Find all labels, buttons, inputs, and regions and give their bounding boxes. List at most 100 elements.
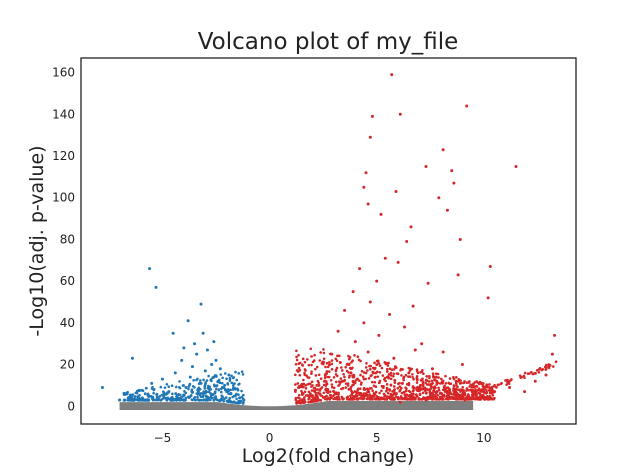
upregulated-point bbox=[428, 390, 432, 394]
upregulated-point bbox=[480, 381, 484, 385]
downregulated-point bbox=[183, 393, 186, 397]
upregulated-point bbox=[392, 390, 396, 394]
upregulated-point bbox=[372, 394, 376, 398]
downregulated-point bbox=[188, 383, 191, 387]
upregulated-point bbox=[433, 378, 436, 382]
upregulated-point bbox=[458, 396, 462, 400]
downregulated-point bbox=[213, 397, 217, 400]
downregulated-point bbox=[206, 397, 210, 401]
upregulated-point bbox=[403, 396, 407, 400]
upregulated-point bbox=[444, 374, 447, 378]
downregulated-point bbox=[231, 384, 235, 387]
upregulated-point bbox=[397, 396, 400, 399]
downregulated-point bbox=[203, 369, 207, 373]
upregulated-point bbox=[455, 376, 458, 379]
downregulated-point bbox=[196, 395, 199, 399]
upregulated-point bbox=[418, 392, 422, 396]
upregulated-point bbox=[438, 396, 442, 399]
downregulated-point bbox=[100, 386, 104, 389]
upregulated-point bbox=[392, 385, 396, 388]
upregulated-point bbox=[496, 383, 500, 387]
upregulated-point bbox=[493, 390, 497, 394]
x-tick-label: 10 bbox=[476, 431, 491, 445]
upregulated-point bbox=[298, 368, 302, 372]
upregulated-point bbox=[336, 374, 339, 378]
downregulated-point bbox=[162, 393, 166, 396]
upregulated-point bbox=[362, 386, 366, 390]
upregulated-point bbox=[346, 382, 350, 385]
upregulated-point bbox=[343, 375, 346, 379]
upregulated-point bbox=[436, 389, 439, 393]
downregulated-point bbox=[240, 370, 244, 374]
upregulated-point bbox=[295, 401, 299, 405]
downregulated-point bbox=[132, 399, 136, 402]
upregulated-point bbox=[355, 377, 359, 381]
upregulated-point bbox=[518, 374, 522, 377]
upregulated-point bbox=[438, 382, 442, 385]
upregulated-point bbox=[398, 388, 402, 392]
upregulated-point bbox=[454, 396, 458, 399]
downregulated-point bbox=[146, 399, 150, 402]
downregulated-point bbox=[160, 398, 164, 401]
upregulated-point bbox=[393, 381, 397, 384]
downregulated-point bbox=[229, 392, 233, 396]
upregulated-point bbox=[383, 395, 386, 398]
upregulated-point bbox=[375, 397, 379, 401]
upregulated-point bbox=[318, 389, 322, 392]
y-tick-label: 60 bbox=[60, 274, 75, 288]
upregulated-point bbox=[362, 371, 366, 374]
y-tick-label: 160 bbox=[52, 66, 75, 80]
upregulated-point bbox=[322, 362, 325, 366]
downregulated-point bbox=[235, 378, 239, 382]
downregulated-point bbox=[235, 401, 238, 405]
downregulated-point bbox=[183, 399, 187, 402]
upregulated-point bbox=[378, 370, 382, 374]
upregulated-point bbox=[537, 370, 541, 374]
upregulated-point bbox=[432, 386, 436, 390]
downregulated-point bbox=[126, 390, 129, 394]
downregulated-point bbox=[123, 398, 127, 402]
upregulated-point bbox=[355, 391, 358, 394]
upregulated-point bbox=[406, 397, 409, 401]
x-axis-label: Log2(fold change) bbox=[242, 445, 414, 467]
downregulated-point bbox=[237, 383, 240, 386]
downregulated-point bbox=[174, 392, 177, 396]
upregulated-point bbox=[378, 379, 382, 383]
upregulated-point bbox=[543, 365, 547, 369]
upregulated-point bbox=[385, 386, 389, 390]
upregulated-point bbox=[368, 395, 372, 399]
upregulated-point bbox=[385, 383, 389, 386]
downregulated-point bbox=[160, 393, 164, 397]
upregulated-point bbox=[301, 363, 304, 367]
upregulated-point bbox=[301, 357, 305, 361]
upregulated-point bbox=[465, 387, 469, 390]
upregulated-point bbox=[407, 389, 411, 393]
upregulated-point bbox=[312, 400, 315, 403]
upregulated-point bbox=[346, 384, 350, 387]
x-tick-labels: −5 0 5 10 bbox=[154, 431, 492, 445]
downregulated-point bbox=[184, 386, 188, 389]
upregulated-point bbox=[338, 360, 342, 364]
upregulated-point bbox=[376, 375, 380, 378]
upregulated-point bbox=[389, 374, 393, 377]
upregulated-point bbox=[351, 375, 355, 379]
upregulated-point bbox=[465, 381, 469, 384]
upregulated-point bbox=[341, 397, 344, 401]
upregulated-point bbox=[407, 394, 410, 398]
upregulated-point bbox=[381, 374, 385, 377]
downregulated-point bbox=[176, 398, 179, 401]
upregulated-point bbox=[318, 392, 321, 396]
upregulated-point bbox=[349, 371, 353, 375]
downregulated-point bbox=[225, 390, 229, 394]
upregulated-point bbox=[475, 393, 478, 396]
downregulated-point bbox=[190, 398, 194, 401]
upregulated-point bbox=[384, 379, 387, 383]
upregulated-point bbox=[315, 365, 319, 369]
upregulated-point bbox=[325, 361, 329, 365]
upregulated-point bbox=[469, 396, 473, 399]
downregulated-point bbox=[220, 394, 224, 398]
upregulated-point bbox=[375, 279, 379, 283]
upregulated-point bbox=[340, 379, 344, 383]
upregulated-point bbox=[486, 383, 489, 387]
